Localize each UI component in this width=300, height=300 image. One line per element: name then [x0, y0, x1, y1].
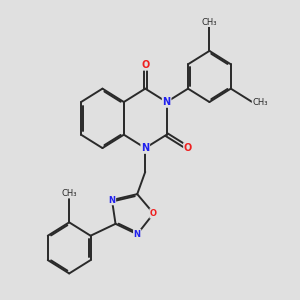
Text: O: O — [184, 143, 192, 153]
Text: O: O — [150, 209, 157, 218]
Text: N: N — [163, 97, 171, 107]
Text: N: N — [109, 196, 116, 205]
Text: N: N — [141, 143, 149, 153]
Text: CH₃: CH₃ — [61, 189, 77, 198]
Text: O: O — [141, 60, 149, 70]
Text: CH₃: CH₃ — [252, 98, 268, 106]
Text: CH₃: CH₃ — [202, 17, 217, 26]
Text: N: N — [134, 230, 141, 239]
